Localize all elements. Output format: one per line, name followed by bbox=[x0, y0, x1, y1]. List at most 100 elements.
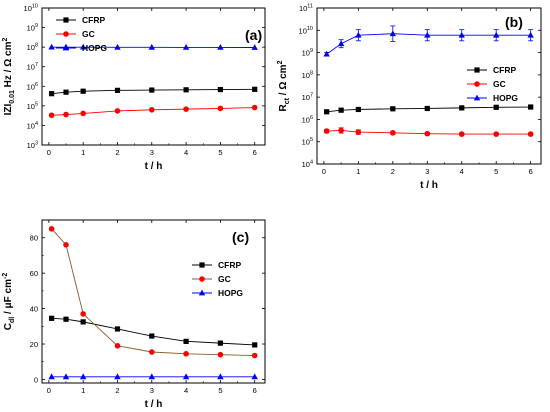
data-point bbox=[251, 104, 258, 111]
x-tick-label: 4 bbox=[184, 148, 188, 157]
legend-marker bbox=[473, 94, 481, 101]
data-point bbox=[114, 342, 121, 349]
data-point bbox=[493, 104, 499, 110]
legend-label: CFRP bbox=[493, 65, 516, 75]
legend-item-gc: GC bbox=[467, 79, 506, 89]
data-point bbox=[323, 128, 330, 134]
data-point bbox=[148, 106, 155, 113]
data-point bbox=[251, 352, 258, 359]
legend-item-hopg: HOPG bbox=[192, 288, 243, 298]
data-point bbox=[114, 43, 121, 50]
y-tick-label: 80 bbox=[30, 234, 38, 243]
legend-item-cfrp: CFRP bbox=[467, 65, 516, 75]
series-line bbox=[51, 88, 255, 95]
data-point bbox=[63, 316, 69, 322]
data-point bbox=[148, 349, 155, 355]
y-tick-label: 1010 bbox=[299, 26, 313, 36]
series-gc bbox=[48, 104, 258, 119]
data-point bbox=[217, 373, 224, 380]
y-axis-label: Rct / Ω cm2 bbox=[277, 60, 291, 111]
data-point bbox=[63, 111, 69, 118]
data-point bbox=[183, 338, 189, 344]
legend-item-cfrp: CFRP bbox=[56, 15, 105, 25]
data-point bbox=[217, 351, 224, 358]
legend-label: HOPG bbox=[82, 43, 107, 53]
series-line bbox=[51, 107, 255, 116]
data-point bbox=[182, 44, 190, 50]
data-point bbox=[62, 373, 70, 380]
x-tick-label: 3 bbox=[150, 148, 154, 157]
data-point bbox=[459, 105, 465, 111]
legend-item-hopg: HOPG bbox=[56, 43, 107, 53]
data-point bbox=[183, 87, 189, 93]
legend-marker bbox=[474, 81, 480, 87]
data-point bbox=[48, 373, 55, 380]
data-point bbox=[424, 130, 431, 137]
legend-item-gc: GC bbox=[56, 29, 95, 39]
x-tick-label: 2 bbox=[115, 148, 119, 157]
data-point bbox=[80, 88, 86, 94]
x-tick-label: 6 bbox=[253, 386, 257, 395]
legend-item-cfrp: CFRP bbox=[192, 260, 241, 270]
legend-marker bbox=[199, 276, 205, 282]
plot-frame bbox=[316, 7, 542, 165]
x-tick-label: 4 bbox=[184, 386, 188, 395]
x-tick-label: 5 bbox=[218, 148, 222, 157]
x-axis-label: t / h bbox=[420, 180, 438, 191]
series-gc bbox=[323, 127, 534, 137]
y-tick-label: 108 bbox=[27, 43, 38, 53]
y-tick-label: 60 bbox=[30, 269, 38, 278]
data-point bbox=[527, 131, 534, 137]
data-point bbox=[182, 373, 190, 380]
y-tick-label: 109 bbox=[302, 48, 313, 58]
data-point bbox=[49, 91, 55, 97]
x-tick-label: 1 bbox=[356, 167, 360, 176]
legend-marker bbox=[198, 289, 206, 296]
x-tick-label: 0 bbox=[47, 386, 51, 395]
panel-label: (b) bbox=[505, 14, 523, 30]
data-point bbox=[114, 326, 121, 332]
series-gc bbox=[48, 226, 258, 359]
series-cfrp bbox=[49, 315, 258, 348]
data-point bbox=[251, 44, 258, 50]
legend-item-hopg: HOPG bbox=[467, 93, 518, 103]
panel-label: (c) bbox=[232, 229, 249, 245]
series-cfrp bbox=[49, 86, 258, 97]
legend-marker bbox=[63, 17, 69, 23]
data-point bbox=[390, 106, 396, 112]
legend-label: GC bbox=[493, 79, 506, 89]
x-tick-label: 1 bbox=[81, 386, 85, 395]
data-point bbox=[63, 242, 69, 248]
x-tick-label: 3 bbox=[150, 386, 154, 395]
y-tick-label: 104 bbox=[27, 121, 38, 131]
x-tick-label: 0 bbox=[322, 167, 326, 176]
data-point bbox=[63, 89, 69, 95]
data-point bbox=[424, 105, 430, 112]
data-point bbox=[355, 106, 361, 113]
series-cfrp bbox=[324, 104, 534, 115]
legend-label: HOPG bbox=[493, 93, 518, 103]
data-point bbox=[49, 315, 55, 321]
data-point bbox=[79, 43, 87, 50]
data-point bbox=[48, 43, 55, 50]
x-tick-label: 6 bbox=[253, 148, 257, 157]
data-point bbox=[80, 110, 86, 117]
x-tick-label: 3 bbox=[425, 167, 429, 176]
x-tick-label: 2 bbox=[391, 167, 395, 176]
data-point bbox=[252, 86, 258, 92]
series-line bbox=[326, 106, 531, 113]
y-tick-label: 106 bbox=[27, 82, 38, 92]
legend-label: GC bbox=[82, 29, 95, 39]
data-point bbox=[114, 108, 121, 114]
y-tick-label: 103 bbox=[27, 141, 38, 151]
y-tick-label: 107 bbox=[27, 62, 38, 72]
data-point bbox=[114, 87, 121, 93]
y-axis-label: IZI0.01 Hz / Ω cm2 bbox=[2, 38, 16, 116]
data-point bbox=[217, 105, 224, 112]
y-tick-label: 40 bbox=[30, 305, 38, 314]
y-tick-label: 0 bbox=[34, 375, 38, 384]
panel-label: (a) bbox=[245, 27, 262, 43]
legend-marker bbox=[199, 262, 205, 268]
legend-marker bbox=[474, 67, 480, 73]
